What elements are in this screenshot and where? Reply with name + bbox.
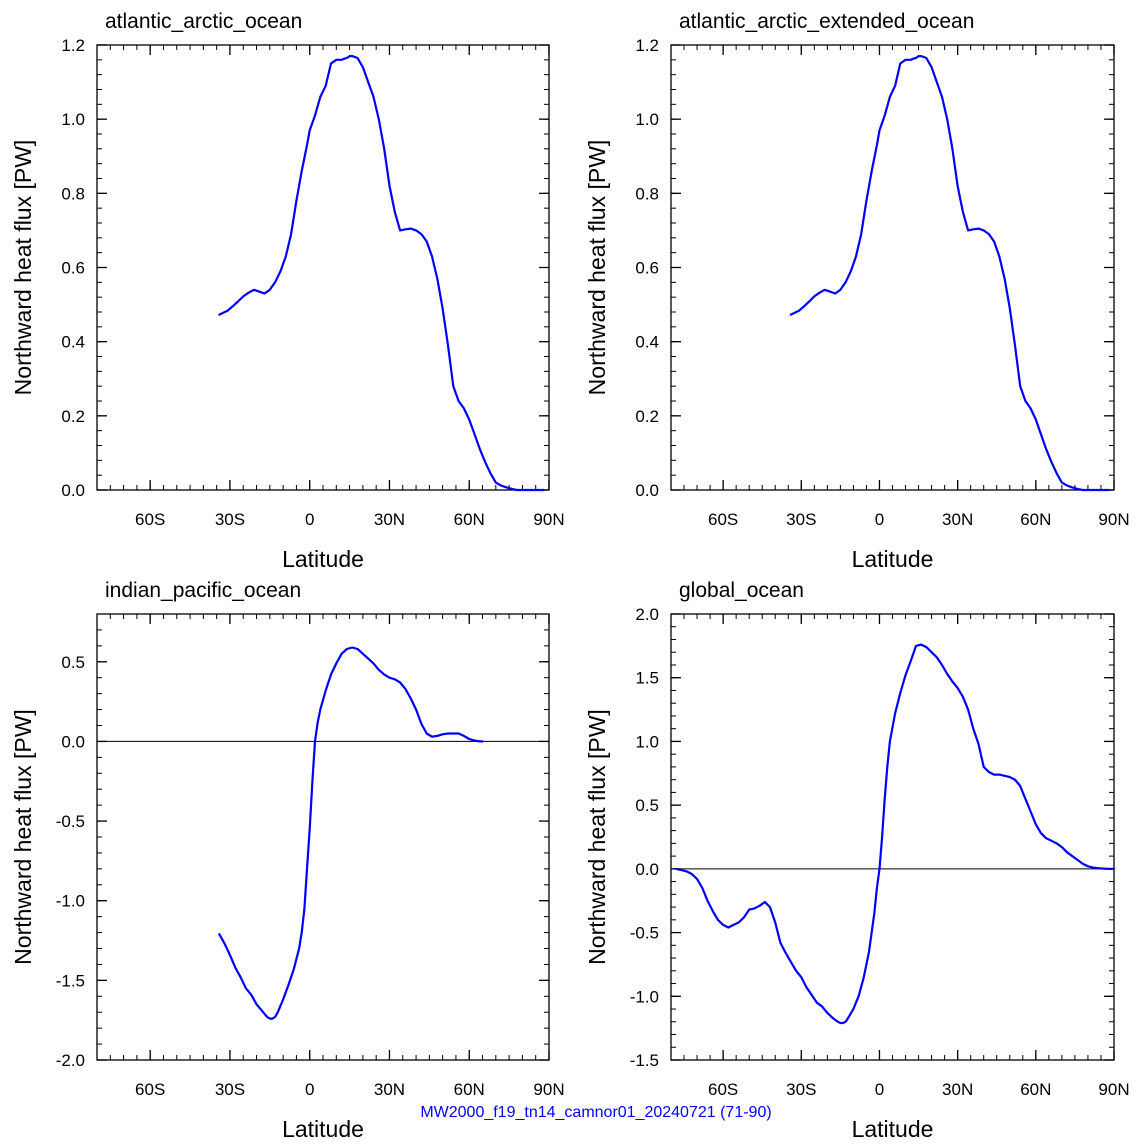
x-tick-label: 60N (454, 1080, 485, 1099)
x-tick-label: 30N (374, 510, 405, 529)
x-tick-label: 60N (1020, 510, 1051, 529)
y-tick-label: -0.5 (56, 812, 85, 831)
y-tick-label: 1.2 (635, 36, 659, 55)
panel-title: indian_pacific_ocean (105, 579, 301, 602)
y-tick-label: 2.0 (635, 605, 659, 624)
y-tick-label: 1.0 (635, 732, 659, 751)
y-tick-label: 0.6 (635, 259, 659, 278)
y-tick-label: 0.0 (635, 860, 659, 879)
y-tick-label: 0.2 (61, 407, 85, 426)
x-tick-label: 60N (1020, 1080, 1051, 1099)
x-tick-label: 90N (533, 510, 564, 529)
x-axis-label: Latitude (282, 1116, 364, 1142)
y-tick-label: 0.5 (61, 653, 85, 672)
y-tick-label: 1.2 (61, 36, 85, 55)
x-tick-label: 30S (215, 1080, 245, 1099)
panel-title: global_ocean (679, 579, 804, 602)
y-tick-label: -1.5 (630, 1051, 659, 1070)
chart-panel-indian-pacific-ocean: 60S 30S 0 30N 60N 90N -2.0 -1.5 -1.0 -0.5 0.0 0.5 in… (10, 579, 565, 1142)
y-tick-label: 1.0 (61, 110, 85, 129)
series-line (218, 54, 545, 492)
x-tick-label: 0 (875, 510, 884, 529)
x-tick-label: 30S (215, 510, 245, 529)
y-tick-label: -0.5 (630, 924, 659, 943)
x-tick-label: 90N (1098, 1080, 1129, 1099)
series-line (675, 643, 1116, 1025)
y-axis-label: Northward heat flux [PW] (10, 140, 36, 396)
plot-frame (670, 613, 1115, 1061)
y-axis-label: Northward heat flux [PW] (10, 709, 36, 965)
y-tick-label: 0.4 (61, 333, 85, 352)
panels: 60S 30S 0 30N 60N 90N 0.0 0.2 0.4 0.6 0.8 1.0 1.2 atl… (10, 10, 1130, 1142)
y-tick-label: 0.2 (635, 407, 659, 426)
panel-title: atlantic_arctic_ocean (105, 10, 302, 33)
y-tick-label: -1.5 (56, 971, 85, 990)
series-line (789, 54, 1110, 492)
chart-panel-atlantic-arctic-extended-ocean: 60S 30S 0 30N 60N 90N 0.0 0.2 0.4 0.6 0.8 1.0 1.2 atl… (584, 10, 1130, 572)
x-tick-label: 60S (708, 1080, 738, 1099)
x-tick-label: 60S (135, 1080, 165, 1099)
series-line (218, 646, 484, 1020)
y-axis-label: Northward heat flux [PW] (584, 140, 610, 396)
x-axis-label: Latitude (852, 1116, 934, 1142)
y-tick-label: -2.0 (56, 1051, 85, 1070)
x-axis-label: Latitude (852, 546, 934, 572)
y-tick-label: 0.5 (635, 796, 659, 815)
chart-panel-global-ocean: 60S 30S 0 30N 60N 90N -1.5 -1.0 -0.5 0.0 0.5 1.0 1.5… (584, 579, 1130, 1142)
x-axis-label: Latitude (282, 546, 364, 572)
y-tick-label: 0.0 (635, 481, 659, 500)
y-tick-label: 1.0 (635, 110, 659, 129)
y-tick-label: -1.0 (56, 892, 85, 911)
y-tick-label: 0.6 (61, 259, 85, 278)
x-tick-label: 0 (305, 1080, 314, 1099)
plot-frame (670, 44, 1115, 491)
x-tick-label: 60S (135, 510, 165, 529)
plot-frame (96, 613, 550, 1061)
figure-caption: MW2000_f19_tn14_camnor01_20240721 (71-90… (420, 1104, 771, 1121)
y-tick-label: 0.8 (61, 184, 85, 203)
x-tick-label: 0 (875, 1080, 884, 1099)
y-tick-label: 0.4 (635, 333, 659, 352)
y-tick-label: 0.0 (61, 732, 85, 751)
y-tick-label: 0.0 (61, 481, 85, 500)
x-tick-label: 30S (786, 510, 816, 529)
x-tick-label: 30S (786, 1080, 816, 1099)
x-tick-label: 60N (454, 510, 485, 529)
y-tick-label: 0.8 (635, 184, 659, 203)
plot-frame (96, 44, 550, 491)
x-tick-label: 0 (305, 510, 314, 529)
y-tick-label: -1.0 (630, 987, 659, 1006)
chart-panel-atlantic-arctic-ocean: 60S 30S 0 30N 60N 90N 0.0 0.2 0.4 0.6 0.8 1.0 1.2 atl… (10, 10, 565, 572)
y-axis-label: Northward heat flux [PW] (584, 709, 610, 965)
x-tick-label: 90N (533, 1080, 564, 1099)
x-tick-label: 30N (374, 1080, 405, 1099)
x-tick-label: 60S (708, 510, 738, 529)
panel-title: atlantic_arctic_extended_ocean (679, 10, 974, 33)
y-tick-label: 1.5 (635, 669, 659, 688)
x-tick-label: 30N (942, 510, 973, 529)
x-tick-label: 90N (1098, 510, 1129, 529)
x-tick-label: 30N (942, 1080, 973, 1099)
